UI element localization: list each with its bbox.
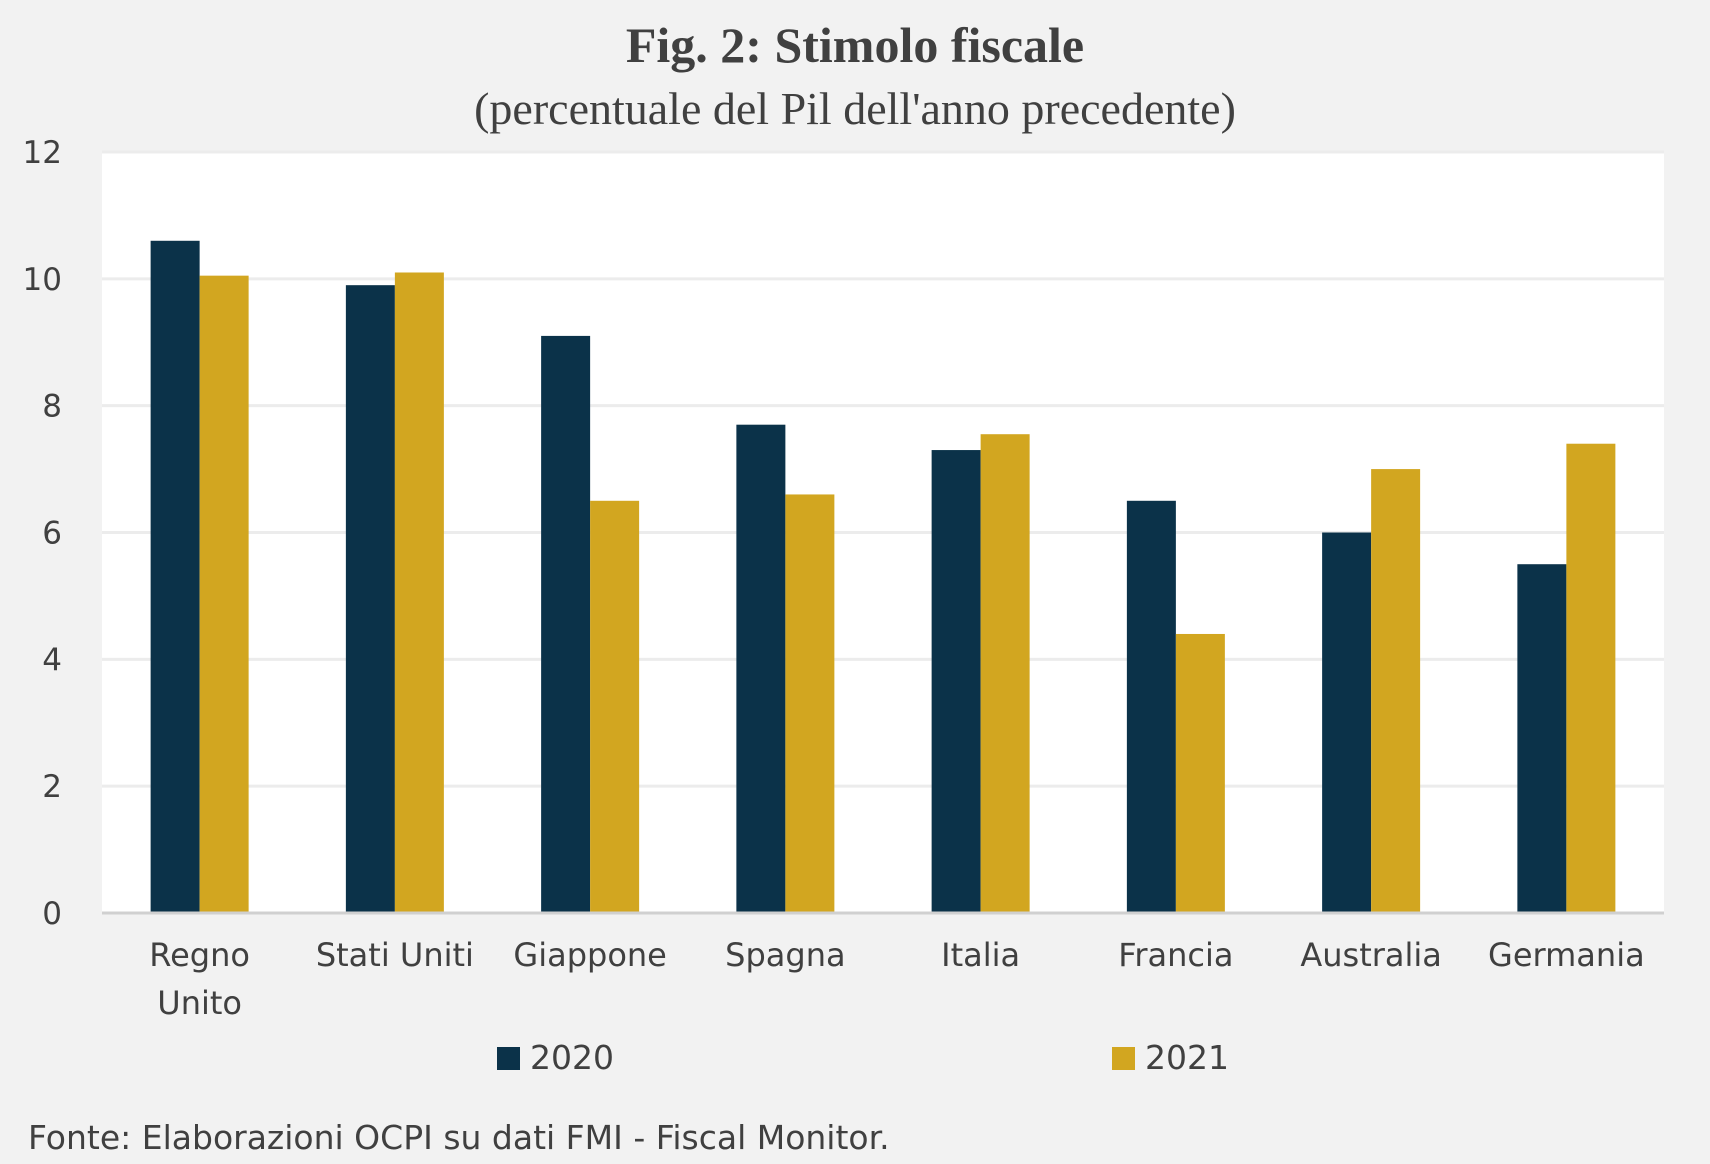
- bar-2020-1: [345, 285, 395, 913]
- x-category-label: Francia: [1118, 936, 1233, 974]
- legend-label-2021: 2021: [1145, 1038, 1229, 1077]
- bar-2021-4: [980, 434, 1030, 913]
- bar-2020-0: [150, 240, 200, 914]
- x-category-label: Germania: [1488, 936, 1645, 974]
- chart-title: Fig. 2: Stimolo fiscale: [626, 17, 1084, 73]
- bar-2021-0: [199, 275, 249, 914]
- bar-2021-3: [785, 494, 835, 913]
- bars: [150, 240, 1616, 914]
- x-category-label: Italia: [941, 936, 1020, 974]
- bar-2020-7: [1517, 564, 1567, 913]
- bar-2020-6: [1322, 532, 1372, 913]
- legend-swatch-2021: [1112, 1047, 1135, 1070]
- legend-label-2020: 2020: [530, 1038, 614, 1077]
- bar-2020-2: [541, 335, 591, 913]
- y-tick-label: 12: [23, 135, 62, 171]
- x-category-label: Stati Uniti: [316, 936, 474, 974]
- x-category-label: Regno Unito: [149, 936, 250, 1022]
- x-category-label: Spagna: [725, 936, 845, 974]
- bar-2020-3: [736, 424, 786, 913]
- bar-2021-5: [1175, 633, 1225, 913]
- legend-swatch-2020: [497, 1047, 520, 1070]
- bar-2020-4: [931, 450, 981, 913]
- y-tick-label: 8: [42, 389, 62, 425]
- bar-2021-1: [394, 272, 444, 913]
- x-axis-labels: Regno Unito Stati Uniti Giappone Spagna Itali…: [149, 936, 1644, 1022]
- y-tick-label: 4: [42, 642, 62, 678]
- bar-2021-7: [1566, 443, 1616, 913]
- bar-2021-6: [1371, 469, 1421, 913]
- y-tick-label: 2: [42, 769, 62, 805]
- chart-subtitle: (percentuale del Pil dell'anno precedent…: [474, 83, 1236, 134]
- x-category-label: Giappone: [513, 936, 666, 974]
- legend: 2020 2021: [497, 1038, 1229, 1077]
- y-tick-label: 10: [23, 262, 62, 298]
- source-note: Fonte: Elaborazioni OCPI su dati FMI - F…: [28, 1118, 890, 1157]
- y-tick-label: 0: [42, 896, 62, 932]
- y-axis-ticks: 0 2 4 6 8 10 12: [23, 135, 62, 932]
- bar-2021-2: [590, 500, 640, 913]
- y-tick-label: 6: [42, 516, 62, 552]
- bar-2020-5: [1126, 500, 1176, 913]
- x-category-label: Australia: [1300, 936, 1442, 974]
